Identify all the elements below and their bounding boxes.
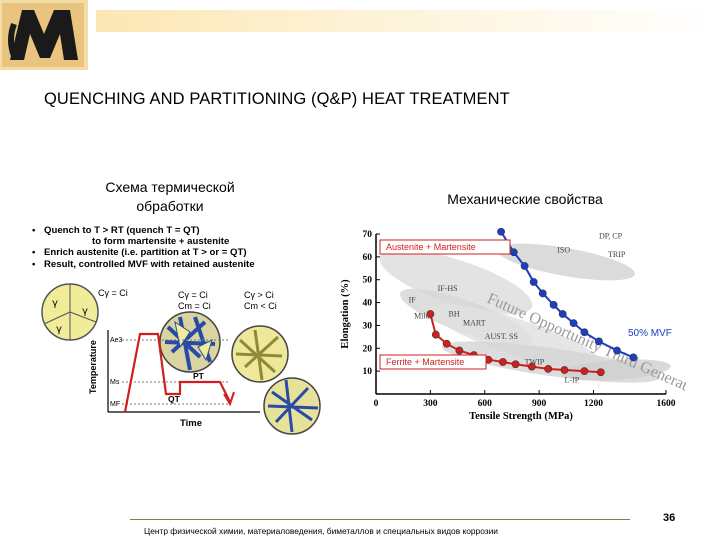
x-tick-label: 1600	[657, 399, 676, 409]
region-label: TWIP	[525, 357, 545, 366]
bullet-result: Result, controlled MVF with retained aus…	[30, 259, 330, 270]
series-point	[498, 358, 507, 366]
gamma-label-1: γ	[52, 298, 58, 309]
mf-label: MF	[110, 401, 120, 408]
scheme-header-line2: обработки	[136, 198, 204, 214]
x-tick-label: 0	[374, 399, 379, 409]
region-label: AUST. SS	[485, 332, 518, 341]
series-point	[629, 353, 638, 362]
series-point	[613, 346, 621, 355]
region-label: MART	[463, 318, 486, 327]
bullet-quench-cont: to form martensite + austenite	[92, 236, 230, 248]
final-structure-circle	[263, 377, 321, 435]
series-point	[560, 366, 569, 374]
x-tick-label: 1200	[584, 399, 603, 409]
series-point	[426, 310, 435, 318]
y-tick-label: 60	[363, 253, 373, 263]
chart-series	[426, 227, 638, 377]
region-label: TRIP	[608, 250, 626, 259]
region-label: IF-HS	[438, 284, 458, 293]
y-axis-label: Elongation (%)	[340, 279, 351, 349]
legend-austenite-martensite: Austenite + Martensite	[386, 242, 476, 252]
region-label: BH	[449, 309, 460, 318]
region-label: DP, CP	[599, 232, 623, 241]
page-title: QUENCHING AND PARTITIONING (Q&P) HEAT TR…	[44, 90, 510, 108]
series-point	[511, 360, 520, 369]
y-tick-label: 70	[363, 230, 373, 240]
header-decor-bar	[96, 10, 716, 32]
quenched-structure-circle	[159, 311, 221, 373]
series-point	[569, 319, 578, 328]
region-label: Mild	[414, 312, 430, 321]
footer-text: Центр физической химии, материаловедения…	[144, 526, 498, 536]
legend-box-am	[379, 239, 511, 255]
temperature-profile	[123, 332, 231, 413]
series-point	[538, 289, 547, 298]
gamma-label-3: γ	[56, 324, 62, 335]
series-point	[596, 368, 605, 377]
series-point	[595, 337, 603, 346]
y-tick-label: 30	[363, 321, 373, 331]
temperature-axis-label: Temperature	[88, 340, 98, 394]
scheme-header-line1: Схема термической	[105, 179, 235, 195]
x-tick-label: 300	[423, 399, 438, 409]
page-number: 36	[663, 512, 676, 524]
region-mart	[561, 359, 671, 381]
series-point	[558, 310, 567, 318]
property-regions	[379, 243, 671, 383]
region-austenitic	[379, 249, 533, 315]
legend-ferrite-martensite: Ferrite + Martensite	[386, 357, 464, 367]
gamma-label-2: γ	[82, 306, 88, 317]
bullet-quench: Quench to T > RT (quench T = QT)	[30, 225, 330, 236]
series-point	[520, 262, 529, 270]
composition-label-2b: Cm = Ci	[178, 301, 211, 311]
time-axis-label: Time	[180, 418, 202, 429]
y-tick-label: 10	[363, 367, 373, 377]
x-axis-label: Tensile Strength (MPa)	[469, 411, 573, 422]
austenite-circle: γ γ γ	[41, 283, 99, 341]
pt-label: PT	[193, 371, 205, 381]
series-point	[442, 339, 451, 348]
company-logo	[0, 0, 88, 70]
region-label: IF	[409, 296, 417, 305]
composition-label-2a: Cγ = Ci	[178, 290, 208, 300]
chart-axes: 0 300 600 900 1200 1600 10 20 30 40 50 60 70 Tensile …	[340, 230, 676, 422]
legend-box-fm	[379, 354, 487, 370]
series-point	[549, 300, 558, 309]
series-point	[544, 364, 553, 373]
region-labels: IF IF-HS Mild BH ISO TRIP DP, CP MART AUST. SS TW…	[409, 232, 626, 385]
partitioned-structure-circle	[231, 325, 289, 383]
series-point	[455, 346, 464, 355]
heat-treatment-schematic: γ γ γ Cγ = Ci Cγ = Ci Cm = Ci Cγ > Ci Cm…	[41, 283, 321, 435]
y-tick-label: 40	[363, 299, 373, 309]
series-point	[431, 330, 440, 339]
scheme-header: Схема термической обработки	[76, 178, 264, 216]
region-label: ISO	[557, 245, 570, 254]
properties-header: Механические свойства	[447, 191, 603, 207]
x-tick-label: 900	[532, 399, 547, 409]
ae3-label: Ae3	[110, 337, 123, 344]
composition-label-3b: Cm < Ci	[244, 301, 277, 311]
ms-label: Ms	[110, 379, 120, 386]
composition-label-3a: Cγ > Ci	[244, 290, 274, 300]
series-point	[509, 248, 518, 257]
elongation-strength-chart: Future Opportunity Third Generation AHSS…	[340, 227, 686, 422]
qt-label: QT	[168, 394, 181, 404]
mvf-annotation: 50% MVF	[628, 328, 672, 339]
region-label: L-IP	[565, 376, 580, 385]
quench-arrow	[223, 391, 235, 407]
series-point	[497, 227, 505, 236]
series-point	[527, 362, 536, 371]
y-tick-label: 20	[363, 344, 373, 354]
footer-divider	[130, 519, 630, 520]
series-point	[580, 367, 589, 376]
x-tick-label: 600	[478, 399, 493, 409]
process-bullets: Quench to T > RT (quench T = QT) to form…	[30, 225, 330, 270]
y-tick-label: 50	[363, 276, 373, 286]
composition-label-1: Cγ = Ci	[98, 288, 128, 298]
series-point	[529, 278, 538, 286]
series-point	[580, 328, 589, 337]
bullet-enrich: Enrich austenite (i.e. partition at T > …	[30, 247, 330, 258]
region-twip	[497, 243, 635, 281]
